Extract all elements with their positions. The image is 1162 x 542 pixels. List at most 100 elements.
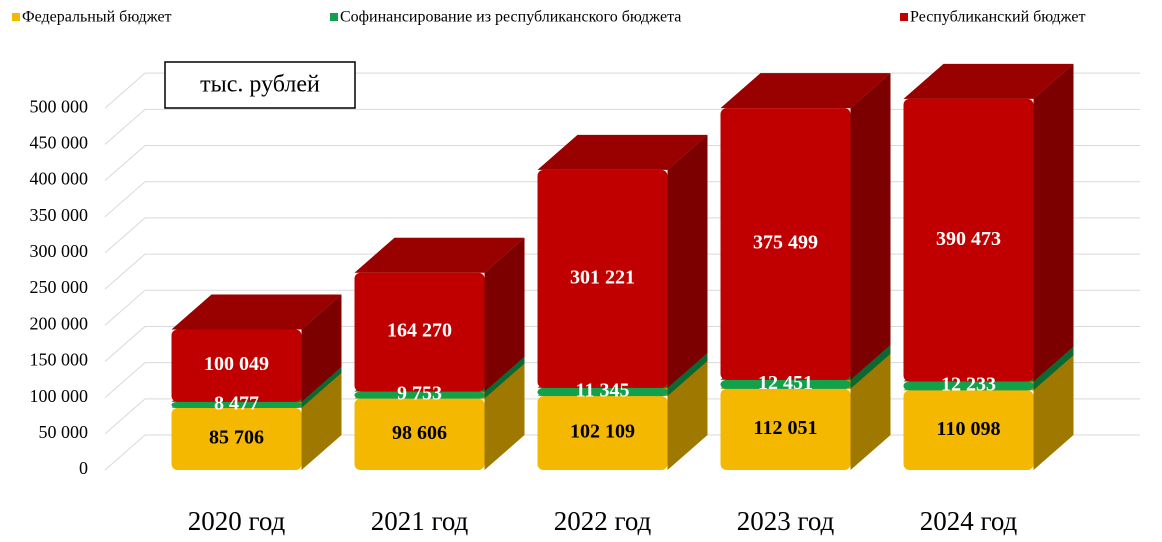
x-tick-label: 2024 год — [920, 506, 1018, 536]
data-label: 100 049 — [204, 353, 269, 375]
bar-side — [850, 73, 891, 380]
y-tick-label: 400 000 — [30, 169, 89, 189]
bar-top-shade — [171, 294, 342, 330]
bar-side — [1033, 355, 1074, 470]
bar-front — [537, 387, 668, 397]
bar-front — [171, 407, 302, 470]
bar-side-shade — [667, 134, 708, 388]
bar-top-shade — [537, 134, 708, 170]
bar-side-shade — [850, 344, 891, 389]
bar-front — [171, 401, 302, 408]
bar-side — [301, 372, 342, 470]
bar-side — [301, 294, 342, 402]
y-tick-label: 300 000 — [30, 241, 89, 261]
bar-side — [1033, 63, 1074, 382]
bar-top-shade — [903, 63, 1074, 99]
bar-side — [850, 344, 891, 389]
bar-side — [1033, 346, 1074, 391]
bar-segment — [537, 134, 708, 388]
data-label: 164 270 — [387, 320, 452, 342]
bar-front — [354, 398, 485, 470]
bar-side-shade — [484, 237, 525, 392]
bar-side — [484, 363, 525, 470]
bar-side — [667, 352, 708, 397]
data-label: 12 233 — [941, 373, 996, 395]
y-tick-label: 150 000 — [30, 350, 89, 370]
bar-side — [484, 237, 525, 392]
y-tick-label: 500 000 — [30, 96, 89, 116]
data-label: 375 499 — [753, 232, 818, 254]
data-label: 301 221 — [570, 267, 635, 289]
bar-front — [720, 388, 851, 470]
annotation: тыс. рублей — [200, 72, 320, 98]
bar-side — [301, 366, 342, 408]
bar-side-shade — [850, 353, 891, 470]
bar-front — [720, 379, 851, 389]
data-label: 390 473 — [936, 228, 1001, 250]
legend-swatch — [330, 13, 338, 21]
y-tick-label: 50 000 — [39, 422, 89, 442]
bar-side-shade — [850, 73, 891, 380]
data-label: 102 109 — [570, 421, 635, 443]
bar-side-shade — [484, 363, 525, 470]
bar-top — [354, 237, 525, 273]
y-tick-label: 0 — [79, 458, 88, 478]
bar-front — [903, 390, 1034, 470]
bar-front — [537, 396, 668, 470]
y-tick-label: 450 000 — [30, 132, 89, 152]
y-tick-label: 250 000 — [30, 277, 89, 297]
bar-side — [484, 356, 525, 399]
x-tick-label: 2021 год — [371, 506, 469, 536]
bar-side-shade — [667, 352, 708, 397]
bar-top — [903, 63, 1074, 99]
data-label: 9 753 — [397, 383, 442, 405]
bar-front — [354, 391, 485, 399]
legend-label: Республиканский бюджет — [910, 9, 1085, 26]
bar-top-shade — [354, 237, 525, 273]
bar-side — [850, 353, 891, 470]
bar-top — [171, 294, 342, 330]
annotation-box — [164, 61, 356, 109]
data-label: 8 477 — [214, 393, 259, 415]
bar-top — [720, 73, 891, 109]
bar-side-shade — [1033, 63, 1074, 382]
bar-side-shade — [301, 372, 342, 470]
bar-front — [903, 381, 1034, 391]
bar-side — [667, 361, 708, 470]
data-label: 12 451 — [758, 372, 813, 394]
y-tick-label: 350 000 — [30, 205, 89, 225]
legend-label: Федеральный бюджет — [22, 9, 172, 26]
bar-side-shade — [301, 366, 342, 408]
bar-front — [354, 272, 485, 392]
legend-label: Софинансирование из республиканского бюд… — [340, 9, 681, 26]
bar-side-shade — [301, 294, 342, 402]
legend-swatch — [12, 13, 20, 21]
bar-side-shade — [667, 361, 708, 470]
data-label: 98 606 — [392, 422, 447, 444]
x-tick-label: 2020 год — [188, 506, 286, 536]
x-tick-label: 2022 год — [554, 506, 652, 536]
bar-front — [720, 108, 851, 380]
bar-segment — [720, 73, 891, 380]
bar-side-shade — [1033, 355, 1074, 470]
legend-swatch — [900, 13, 908, 21]
y-tick-label: 200 000 — [30, 313, 89, 333]
x-tick-label: 2023 год — [737, 506, 835, 536]
bar-segment — [903, 63, 1074, 382]
bar-front — [537, 169, 668, 388]
bar-side-shade — [1033, 346, 1074, 391]
bar-front — [903, 98, 1034, 382]
data-label: 110 098 — [937, 418, 1001, 440]
data-label: 85 706 — [209, 427, 264, 449]
bar-segment — [354, 237, 525, 392]
data-label: 11 345 — [576, 380, 630, 402]
bar-top — [537, 134, 708, 170]
data-label: 112 051 — [754, 417, 818, 439]
y-tick-label: 100 000 — [30, 386, 89, 406]
bar-front — [171, 329, 302, 402]
bar-top-shade — [720, 73, 891, 109]
bar-side-shade — [484, 356, 525, 399]
bar-segment — [171, 294, 342, 402]
